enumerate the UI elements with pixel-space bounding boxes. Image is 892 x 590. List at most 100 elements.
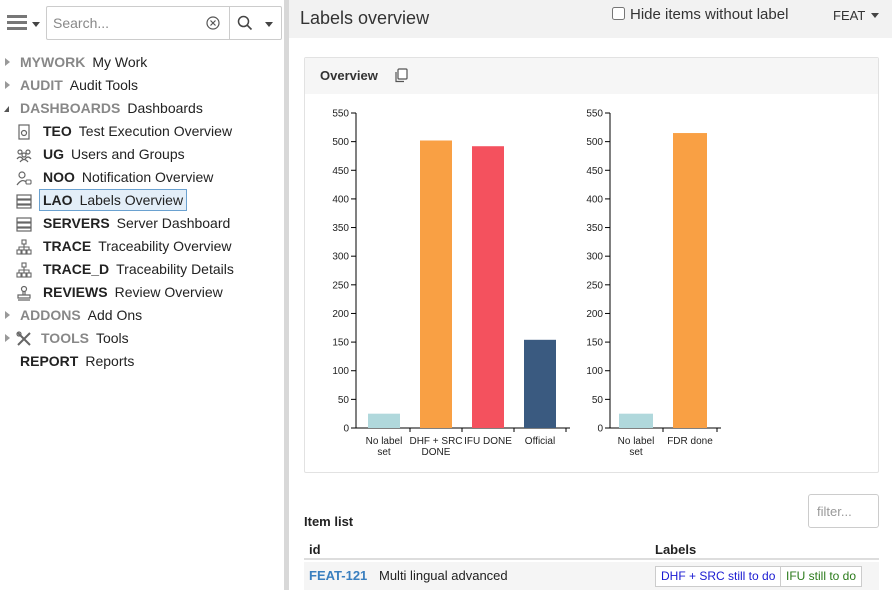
tree-item-noo[interactable]: NOO Notification Overview (0, 166, 284, 189)
pane-splitter[interactable] (284, 0, 289, 590)
tree-item-report[interactable]: REPORT Reports (0, 350, 284, 373)
tree-item-text: UG Users and Groups (43, 143, 185, 165)
tree-item-code: TEO (43, 123, 72, 139)
hierarchy-icon (16, 262, 32, 278)
y-tick-label: 100 (586, 366, 603, 377)
y-tick-label: 450 (586, 166, 603, 177)
x-tick-label: No label set (618, 436, 655, 458)
y-tick-label: 300 (332, 252, 349, 263)
expanded-toggle-icon[interactable] (4, 106, 9, 112)
y-tick-label: 100 (332, 366, 349, 377)
x-tick-label: FDR done (667, 436, 713, 447)
clear-icon[interactable] (206, 16, 220, 30)
tree-item-label: Reports (85, 353, 135, 369)
tree-item-mywork[interactable]: MYWORK My Work (0, 51, 284, 74)
tree-item-label: Traceability Overview (98, 238, 232, 254)
x-tick-label: DHF + SRC DONE (409, 436, 462, 458)
search-icon[interactable] (237, 15, 253, 31)
tree-item-label: My Work (92, 54, 148, 70)
tree-item-text: MYWORK My Work (20, 51, 147, 73)
search-box (46, 6, 282, 40)
menu-button[interactable] (4, 8, 44, 40)
tree-item-label: Traceability Details (116, 261, 234, 277)
tree-item-code: UG (43, 146, 64, 162)
chevron-down-icon[interactable] (265, 22, 273, 27)
tree-item-code: ADDONS (20, 307, 81, 323)
overview-panel: Overview 0 50 100 150 200 250 300 350 400 450 500 5… (304, 57, 879, 473)
hierarchy-icon (16, 239, 32, 255)
collapsed-toggle-icon[interactable] (5, 58, 10, 66)
overview-title: Overview (320, 68, 378, 83)
y-tick-label: 350 (586, 223, 603, 234)
label-badge[interactable]: DHF + SRC still to do (655, 566, 782, 587)
bar (368, 413, 400, 428)
y-tick-label: 250 (586, 280, 603, 291)
tree-item-text: AUDIT Audit Tools (20, 74, 138, 96)
label-badge[interactable]: IFU still to do (780, 566, 863, 587)
y-tick-label: 400 (332, 194, 349, 205)
y-tick-label: 150 (332, 338, 349, 349)
tree-item-dashboards[interactable]: DASHBOARDS Dashboards (0, 97, 284, 120)
filter-input[interactable] (808, 494, 879, 528)
y-tick-label: 400 (586, 194, 603, 205)
tree-item-trace_d[interactable]: TRACE_D Traceability Details (0, 258, 284, 281)
tree-item-lao[interactable]: LAO Labels Overview (0, 189, 284, 212)
y-tick-label: 500 (586, 137, 603, 148)
tree-item-ug[interactable]: UG Users and Groups (0, 143, 284, 166)
y-tick-label: 350 (332, 223, 349, 234)
x-tick-label: No label set (366, 436, 403, 458)
tree-item-text: TRACE Traceability Overview (43, 235, 232, 257)
tree-item-text: NOO Notification Overview (43, 166, 213, 188)
y-tick-label: 0 (597, 424, 603, 435)
collapsed-toggle-icon[interactable] (5, 81, 10, 89)
content-area: Overview 0 50 100 150 200 250 300 350 400 450 500 5… (289, 38, 892, 590)
chevron-down-icon (871, 13, 880, 18)
tree-item-code: REPORT (20, 353, 79, 369)
tree-item-code: DASHBOARDS (20, 100, 121, 116)
tree-item-code: TRACE_D (43, 261, 110, 277)
category-dropdown[interactable]: FEAT (833, 8, 880, 23)
tree-item-tools[interactable]: TOOLS Tools (0, 327, 284, 350)
column-header-id[interactable]: id (309, 542, 321, 557)
table-header: id Labels (304, 540, 879, 560)
tree-item-servers[interactable]: SERVERS Server Dashboard (0, 212, 284, 235)
search-input[interactable] (47, 7, 197, 39)
column-header-labels[interactable]: Labels (655, 542, 697, 557)
copy-icon[interactable] (394, 68, 408, 83)
search-divider (229, 7, 230, 39)
tree-item-code: SERVERS (43, 215, 110, 231)
tree-item-label: Audit Tools (69, 77, 139, 93)
table-row[interactable]: FEAT-121 Multi lingual advanced DHF + SR… (304, 562, 879, 590)
tree-item-text: ADDONS Add Ons (20, 304, 142, 326)
y-tick-label: 50 (338, 395, 350, 406)
tree-item-teo[interactable]: TEO Test Execution Overview (0, 120, 284, 143)
bar (619, 413, 653, 428)
tools-icon (16, 331, 31, 346)
collapsed-toggle-icon[interactable] (5, 311, 10, 319)
hide-unlabeled-checkbox[interactable] (612, 7, 625, 20)
server-stack-icon (16, 217, 32, 232)
tree-item-label: Users and Groups (71, 146, 185, 162)
main-area: Labels overview Hide items without label… (289, 0, 892, 590)
hamburger-icon (7, 15, 27, 31)
tree-item-reviews[interactable]: REVIEWS Review Overview (0, 281, 284, 304)
tree-item-label: Labels Overview (79, 192, 184, 208)
item-id-link[interactable]: FEAT-121 (309, 568, 368, 583)
users-group-icon (16, 149, 32, 163)
y-tick-label: 150 (586, 338, 603, 349)
category-dropdown-value: FEAT (833, 8, 866, 23)
tree-item-text: LAO Labels Overview (39, 189, 188, 211)
collapsed-toggle-icon[interactable] (5, 334, 10, 342)
tree-item-code: AUDIT (20, 77, 63, 93)
tree-item-trace[interactable]: TRACE Traceability Overview (0, 235, 284, 258)
tree-item-addons[interactable]: ADDONS Add Ons (0, 304, 284, 327)
y-tick-label: 500 (332, 137, 349, 148)
y-tick-label: 200 (332, 309, 349, 320)
tree-item-audit[interactable]: AUDIT Audit Tools (0, 74, 284, 97)
y-tick-label: 50 (592, 395, 604, 406)
bar (472, 146, 504, 428)
tree-item-label: Review Overview (114, 284, 223, 300)
hide-unlabeled-toggle[interactable]: Hide items without label (612, 6, 788, 23)
